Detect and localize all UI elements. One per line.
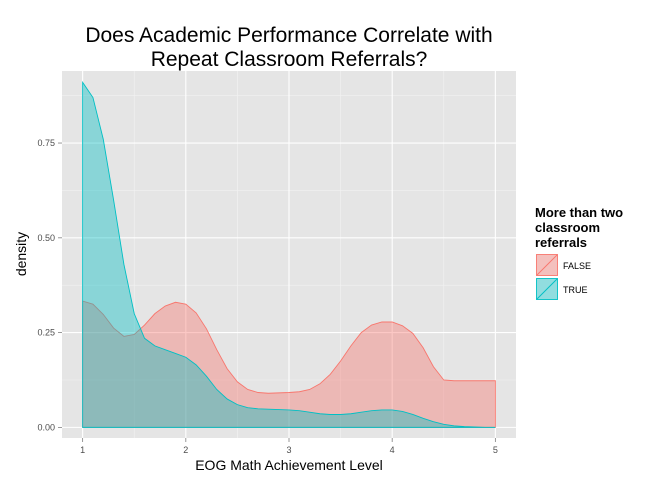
- y-axis-title: density: [13, 232, 29, 276]
- x-tick-label: 5: [493, 445, 498, 455]
- legend-label-false: FALSE: [563, 261, 591, 271]
- legend-title-line-3: referrals: [535, 235, 587, 250]
- x-axis-ticks: 1 2 3 4 5: [80, 438, 498, 455]
- y-tick-label: 0.00: [37, 422, 55, 432]
- y-tick-label: 0.50: [37, 233, 55, 243]
- x-tick-label: 4: [390, 445, 395, 455]
- chart-title-line-2: Repeat Classroom Referrals?: [151, 48, 428, 71]
- density-areas: [82, 80, 496, 428]
- legend-key-slash: [536, 278, 558, 300]
- legend: More than two classroom referrals FALSE T…: [535, 205, 623, 301]
- density-area-true: [82, 80, 496, 428]
- x-tick-label: 1: [80, 445, 85, 455]
- legend-key-slash: [536, 254, 558, 276]
- density-area-false: [82, 300, 496, 428]
- y-axis-ticks: 0.00 0.25 0.50 0.75: [37, 138, 62, 432]
- chart-title-line-1: Does Academic Performance Correlate with: [85, 24, 492, 47]
- legend-label-true: TRUE: [563, 285, 588, 295]
- y-tick-label: 0.75: [37, 138, 55, 148]
- x-axis-title: EOG Math Achievement Level: [195, 457, 383, 473]
- legend-title-line-2: classroom: [535, 220, 600, 235]
- legend-title-line-1: More than two: [535, 205, 623, 220]
- y-tick-label: 0.25: [37, 328, 55, 338]
- legend-items: FALSE TRUE: [535, 253, 591, 301]
- x-tick-label: 3: [286, 445, 291, 455]
- x-tick-label: 2: [183, 445, 188, 455]
